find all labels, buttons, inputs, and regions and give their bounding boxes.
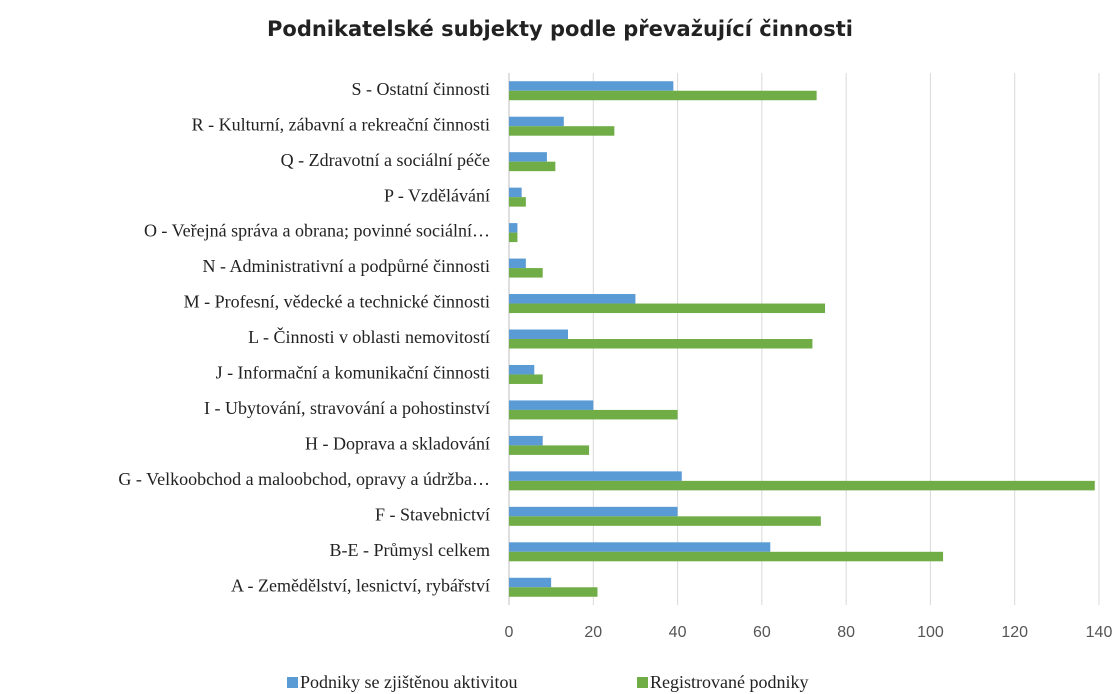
bar xyxy=(509,480,1095,491)
bar xyxy=(509,374,543,384)
x-tick-label: 120 xyxy=(1001,624,1028,641)
bar xyxy=(509,197,526,207)
y-tick-label: L - Činnosti v oblasti nemovitostí xyxy=(248,326,490,347)
bar xyxy=(509,268,543,278)
bar xyxy=(509,506,678,517)
bar xyxy=(509,471,682,481)
bar xyxy=(509,551,944,562)
bar xyxy=(509,577,552,588)
y-tick-label: F - Stavebnictví xyxy=(375,504,490,524)
y-tick-label: H - Doprava a skladování xyxy=(305,434,490,454)
bar xyxy=(509,364,535,375)
x-tick-label: 40 xyxy=(669,624,687,641)
bar xyxy=(509,81,674,91)
bar xyxy=(509,329,568,339)
bar xyxy=(509,303,826,314)
x-tick-label: 80 xyxy=(837,624,855,641)
y-tick-label: B-E - Průmysl celkem xyxy=(330,540,490,560)
bar xyxy=(509,161,556,172)
bar xyxy=(509,258,526,269)
bar xyxy=(509,339,813,349)
y-tick-label: G - Velkoobchod a maloobchod, opravy a ú… xyxy=(118,469,490,489)
bar xyxy=(509,542,771,552)
bar xyxy=(509,294,636,304)
bar xyxy=(509,116,564,127)
legend-label: Podniky se zjištěnou aktivitou xyxy=(300,672,518,692)
bar xyxy=(509,232,518,243)
bar xyxy=(509,516,821,526)
bar xyxy=(509,126,615,136)
x-tick-label: 60 xyxy=(753,624,771,641)
y-tick-label: R - Kulturní, zábavní a rekreační činnos… xyxy=(192,114,490,134)
bar xyxy=(509,223,518,233)
y-tick-label: O - Veřejná správa a obrana; povinné soc… xyxy=(144,221,490,241)
bar xyxy=(509,400,594,410)
y-tick-label: S - Ostatní činnosti xyxy=(352,79,491,99)
legend-swatch xyxy=(637,677,648,688)
y-tick-label: A - Zemědělství, lesnictví, rybářství xyxy=(231,575,490,595)
legend-swatch xyxy=(287,677,298,688)
x-tick-label: 20 xyxy=(584,624,602,641)
y-tick-label: J - Informační a komunikační činnosti xyxy=(216,363,490,383)
chart-title: Podnikatelské subjekty podle převažující… xyxy=(267,17,853,41)
x-tick-label: 0 xyxy=(505,624,514,641)
y-tick-label: N - Administrativní a podpůrné činnosti xyxy=(203,256,490,276)
bar xyxy=(509,409,678,420)
x-tick-label: 100 xyxy=(917,624,944,641)
bar xyxy=(509,587,598,597)
y-tick-label: Q - Zdravotní a sociální péče xyxy=(281,150,490,170)
bar xyxy=(509,152,547,162)
y-tick-label: P - Vzdělávání xyxy=(384,185,490,205)
bar xyxy=(509,90,817,101)
bar xyxy=(509,187,522,198)
legend-label: Registrované podniky xyxy=(650,672,808,692)
x-tick-label: 140 xyxy=(1086,624,1113,641)
bar xyxy=(509,445,590,455)
bar xyxy=(509,435,543,446)
y-tick-label: M - Profesní, vědecké a technické činnos… xyxy=(184,292,490,312)
y-tick-label: I - Ubytování, stravování a pohostinství xyxy=(204,398,490,418)
